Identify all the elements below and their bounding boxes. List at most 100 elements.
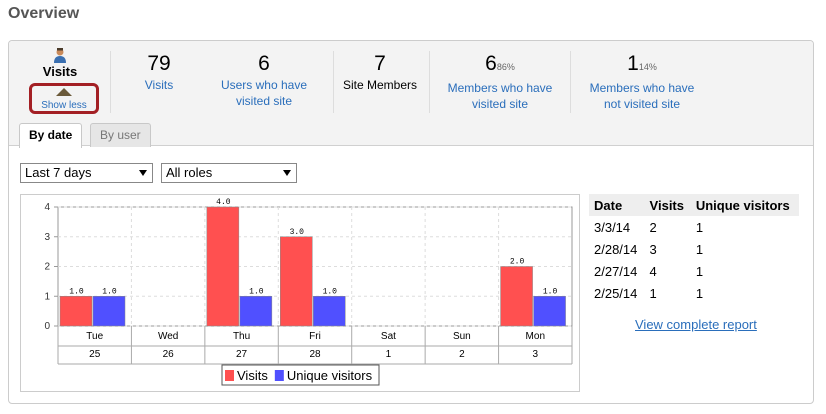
tab-by-date[interactable]: By date	[19, 123, 83, 148]
table-cell: 2	[649, 219, 657, 235]
table-row: 2/27/14 4 1	[589, 260, 799, 282]
legend	[221, 364, 380, 386]
table-cell: 2/28/14	[594, 241, 638, 257]
stats-header: Visits Show less 79 Visits 6 Users who h…	[9, 41, 813, 148]
table-header-row: Date Visits Unique visitors	[589, 194, 799, 216]
chevron-down-icon[interactable]	[283, 170, 291, 176]
stat-value: 79	[147, 52, 171, 75]
visits-header: Visits	[27, 47, 93, 79]
column-header: Date	[589, 194, 645, 216]
x-tick-label: Tue	[86, 331, 103, 342]
show-less-callout[interactable]: Show less	[29, 83, 99, 114]
stat-value: 6	[485, 52, 497, 75]
stat-caption-line2[interactable]: not visited site	[603, 97, 681, 111]
overview-panel: Visits Show less 79 Visits 6 Users who h…	[8, 40, 814, 404]
table-row: 2/25/14 1 1	[589, 282, 799, 304]
stat-value: 6	[258, 52, 270, 75]
x-tick-label: Wed	[158, 331, 178, 342]
data-label: 2.0	[510, 258, 525, 267]
x-tick-label: Sat	[381, 331, 396, 342]
stat-percent: 14%	[638, 62, 657, 72]
y-tick-label: 2	[44, 262, 50, 273]
x-date-label: 1	[386, 349, 392, 360]
table-cell: 1	[649, 285, 657, 301]
table-cell: 3	[649, 241, 657, 257]
x-date-label: 2	[459, 349, 465, 360]
visits-chart: 0 1 2 3 4 1.0 1.0 4.0 1.0 3.0 1.0 2.0 1.0 Tue 25 Wed 26 T…	[44, 198, 573, 386]
stat-value: 7	[374, 52, 386, 75]
stat-value: 1	[627, 52, 639, 75]
divider	[429, 51, 430, 113]
stat-members-visited: 686% Members who have visited site	[439, 51, 561, 112]
roles-select[interactable]: All roles	[161, 163, 297, 183]
view-report-link[interactable]: View complete report	[635, 317, 757, 332]
tab-by-user[interactable]: By user	[90, 123, 151, 147]
y-tick-label: 1	[44, 291, 50, 302]
visits-chart-container: 0 1 2 3 4 1.0 1.0 4.0 1.0 3.0 1.0 2.0 1.0 Tue 25 Wed 26 T…	[20, 194, 580, 392]
y-tick-label: 0	[44, 321, 50, 332]
user-icon	[54, 48, 66, 63]
data-label: 3.0	[290, 228, 305, 237]
table-cell: 2/25/14	[594, 285, 638, 301]
y-tick-label: 4	[44, 202, 50, 213]
table-cell: 1	[695, 285, 704, 301]
stat-site-members: 7 Site Members	[337, 51, 423, 93]
column-header: Visits	[644, 194, 691, 216]
x-tick-label: Mon	[526, 331, 545, 342]
period-select[interactable]: Last 7 days	[20, 163, 153, 183]
column-header: Unique visitors	[690, 194, 799, 216]
visits-header-label: Visits	[42, 64, 78, 79]
collapse-arrow-icon[interactable]	[56, 88, 72, 96]
x-date-label: 28	[309, 349, 321, 360]
x-tick-label: Thu	[233, 331, 250, 342]
stat-members-visited-link[interactable]: Members who have visited site	[439, 80, 561, 112]
legend-swatch	[225, 370, 234, 381]
stat-visits: 79 Visits	[124, 51, 194, 93]
x-date-label: 26	[163, 349, 175, 360]
table-cell: 1	[695, 219, 704, 235]
table-cell: 4	[649, 263, 657, 279]
stat-users-visited: 6 Users who have visited site	[205, 51, 323, 109]
bar-visits	[280, 236, 313, 327]
stat-users-visited-link[interactable]: Users who have visited site	[205, 77, 323, 109]
stat-caption-line2[interactable]: visited site	[235, 94, 293, 108]
table-cell: 1	[695, 241, 704, 257]
bar-unique-visitors	[533, 296, 566, 327]
table-cell: 2/27/14	[594, 263, 638, 279]
x-tick-label: Fri	[309, 331, 321, 342]
bar-unique-visitors	[313, 296, 346, 327]
stat-caption-line1[interactable]: Users who have	[220, 78, 308, 92]
stat-value-row: 686%	[439, 51, 561, 80]
chevron-down-icon[interactable]	[139, 170, 147, 176]
show-less-link[interactable]: Show less	[41, 100, 87, 111]
stat-members-not-visited-link[interactable]: Members who have not visited site	[581, 80, 703, 112]
table-cell: 1	[695, 263, 704, 279]
data-label: 1.0	[102, 287, 117, 296]
bar-visits	[500, 266, 533, 327]
stat-caption-line2[interactable]: visited site	[471, 97, 529, 111]
divider	[110, 51, 111, 113]
roles-select-value[interactable]: All roles	[166, 165, 213, 180]
data-label: 4.0	[216, 198, 231, 207]
stat-value-row: 114%	[581, 51, 703, 80]
period-select-value[interactable]: Last 7 days	[25, 165, 92, 180]
legend-swatch	[274, 370, 284, 381]
bar-visits	[59, 296, 93, 327]
x-date-label: 25	[89, 349, 101, 360]
stat-percent: 86%	[496, 62, 515, 72]
data-label: 1.0	[543, 287, 558, 296]
x-tick-label: Sun	[453, 331, 471, 342]
table-row: 2/28/14 3 1	[589, 238, 799, 260]
stat-caption-line1[interactable]: Members who have	[447, 81, 553, 95]
data-label: 1.0	[249, 287, 264, 296]
legend-entry: Unique visitors	[287, 368, 373, 383]
stat-visits-link[interactable]: Visits	[144, 78, 174, 92]
y-tick-label: 3	[44, 232, 50, 243]
data-label: 1.0	[69, 287, 84, 296]
stat-caption-line1[interactable]: Members who have	[589, 81, 695, 95]
table-row: 3/3/14 2 1	[589, 216, 799, 238]
x-date-label: 3	[533, 349, 539, 360]
table-cell: 3/3/14	[594, 219, 631, 235]
stat-members-not-visited: 114% Members who have not visited site	[581, 51, 703, 112]
bar-visits	[206, 206, 240, 327]
